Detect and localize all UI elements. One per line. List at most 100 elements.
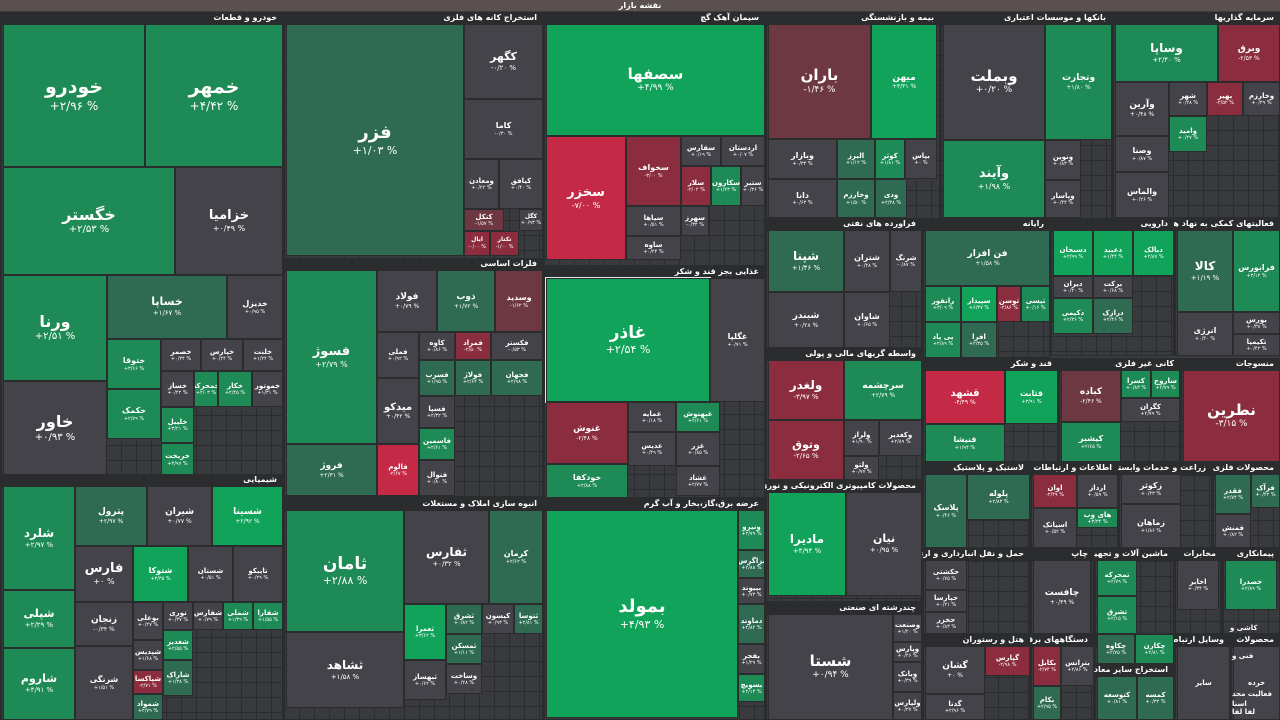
ticker-tile[interactable]: سپیدار +۶/۳۷ %: [961, 286, 997, 322]
ticker-tile[interactable]: دعبید +۱/۴۴ %: [1093, 230, 1133, 276]
ticker-tile[interactable]: شفارس +۰/۷۹ %: [193, 602, 223, 630]
ticker-tile[interactable]: شپلی +۲/۲۹ %: [3, 590, 75, 648]
ticker-tile[interactable]: شپاکسا -۲/۷۱ %: [133, 670, 163, 694]
ticker-tile[interactable]: وخارزم +۰/۲۹ %: [1243, 82, 1280, 116]
ticker-tile[interactable]: تمحرکه +۲/۷۹ %: [1097, 560, 1137, 596]
ticker-tile[interactable]: ساروج +۲/۷۹ %: [1151, 370, 1180, 398]
ticker-tile[interactable]: قنیشا +۱/۹۴ %: [925, 424, 1005, 462]
ticker-tile[interactable]: خگستر +۲/۵۳ %: [3, 167, 175, 275]
ticker-tile[interactable]: غشاد +۲/۷۷ %: [676, 466, 720, 496]
ticker-tile[interactable]: انرژی +۰/۴۰ %: [1177, 312, 1233, 356]
ticker-tile[interactable]: وبملت +۰/۲۰ %: [943, 24, 1045, 140]
ticker-tile[interactable]: غدیس +۰/۴۹ %: [628, 432, 676, 466]
ticker-tile[interactable]: ثشاهد +۱/۵۸ %: [286, 632, 404, 708]
ticker-tile[interactable]: حکشتی +۰/۷۵ %: [925, 560, 967, 590]
ticker-tile[interactable]: چافست +۰/۴۹ %: [1033, 560, 1091, 634]
ticker-tile[interactable]: فرآک +۰/۴۲ %: [1251, 474, 1280, 508]
ticker-tile[interactable]: وکغدیر +۲/۸۹ %: [879, 420, 922, 456]
ticker-tile[interactable]: خدیزل +۰/۹۵ %: [227, 275, 283, 339]
ticker-tile[interactable]: ودی +۲/۳۸ %: [875, 179, 907, 218]
ticker-tile[interactable]: خموتور +۱/۳۱ %: [252, 371, 283, 407]
ticker-tile[interactable]: شتران +۰/۴۸ %: [844, 230, 890, 292]
ticker-tile[interactable]: شفارا +۱/۵۵ %: [253, 602, 283, 630]
ticker-tile[interactable]: خساپا +۱/۶۷ %: [107, 275, 227, 339]
ticker-tile[interactable]: ولتو +۰/۷۷ %: [844, 456, 879, 480]
ticker-tile[interactable]: تکتار -۱/۰۰ %: [490, 231, 519, 256]
ticker-tile[interactable]: وپارس +۰/۲۶ %: [893, 642, 922, 662]
ticker-tile[interactable]: فمراد -۲/۵۰ %: [455, 332, 491, 360]
ticker-tile[interactable]: شملی +۱/۳۹ %: [223, 602, 253, 630]
ticker-tile[interactable]: باران -۱/۴۶ %: [768, 24, 871, 139]
ticker-tile[interactable]: والماس +۰/۲۶ %: [1115, 172, 1169, 218]
ticker-tile[interactable]: پلوله +۲/۸۳ %: [967, 474, 1030, 520]
ticker-tile[interactable]: فسرب +۱/۹۵ %: [419, 360, 455, 396]
ticker-tile[interactable]: خکمک +۲/۷۹ %: [107, 389, 161, 439]
ticker-tile[interactable]: ثبهساز +۰/۶۲ %: [404, 660, 446, 700]
ticker-tile[interactable]: خساز +۰/۴۲ %: [161, 371, 194, 407]
ticker-tile[interactable]: زماهان +۱/۸۶ %: [1121, 504, 1181, 548]
ticker-tile[interactable]: اخابر +۰/۳۴ %: [1177, 560, 1219, 610]
ticker-tile[interactable]: سخواف -۳/۰۰ %: [626, 136, 681, 206]
ticker-tile[interactable]: بکام +۲/۹۵ %: [1033, 686, 1061, 720]
ticker-tile[interactable]: ثعمرا +۳/۶۲ %: [404, 604, 446, 660]
ticker-tile[interactable]: دیران +۰/۴۰ %: [1053, 276, 1093, 298]
ticker-tile[interactable]: تشرق +۲/۱۵ %: [1097, 596, 1137, 634]
ticker-tile[interactable]: وپاسار +۰/۴۴ %: [1045, 180, 1081, 218]
ticker-tile[interactable]: اسیاتک +۰/۵۲ %: [1033, 508, 1077, 548]
ticker-tile[interactable]: بورس +۰/۳۸ %: [1233, 312, 1280, 334]
ticker-tile[interactable]: کسرا +۰/۸۳ %: [1121, 370, 1151, 398]
ticker-tile[interactable]: ونوین +۰/۸۳ %: [1045, 140, 1081, 180]
ticker-tile[interactable]: دانا +۰/۶۳ %: [768, 179, 837, 218]
ticker-tile[interactable]: درازک +۲/۴۶ %: [1093, 298, 1133, 334]
ticker-tile[interactable]: پی پاد +۲/۸۹ %: [925, 322, 961, 358]
ticker-tile[interactable]: اوان -۲/۴۹ %: [1033, 474, 1077, 508]
ticker-tile[interactable]: قثابت +۳/۹۱ %: [1005, 370, 1058, 424]
ticker-tile[interactable]: ثتوسا +۲/۸۱ %: [514, 604, 543, 634]
ticker-tile[interactable]: شتوکا +۳/۳۵ %: [133, 546, 188, 602]
ticker-tile[interactable]: ساوه +۰/۲۴ %: [626, 236, 681, 260]
ticker-tile[interactable]: کیسون +۰/۹۳ %: [482, 604, 514, 634]
ticker-tile[interactable]: غزر +۰/۸۵ %: [676, 432, 720, 466]
ticker-tile[interactable]: شاروم +۴/۹۱ %: [3, 648, 75, 720]
ticker-tile[interactable]: فن افزار +۱/۵۸ %: [925, 230, 1050, 286]
ticker-tile[interactable]: وامید +۰/۲۷ %: [1169, 116, 1207, 152]
ticker-tile[interactable]: زکوثر +۰/۴۳ %: [1121, 474, 1181, 504]
ticker-tile[interactable]: ثفارس +۰/۳۲ %: [404, 510, 489, 604]
ticker-tile[interactable]: خاور +۰/۹۳ %: [3, 381, 107, 476]
ticker-tile[interactable]: شبندر +۰/۲۸ %: [768, 292, 844, 348]
ticker-tile[interactable]: های وب +۳/۳۴ %: [1077, 508, 1118, 528]
ticker-tile[interactable]: کرمان +۲/۶۲ %: [489, 510, 543, 604]
ticker-tile[interactable]: کاما -۰/۳۰ %: [464, 99, 543, 159]
ticker-tile[interactable]: ولپارس +۰/۳۷ %: [893, 692, 922, 720]
ticker-tile[interactable]: گدنا +۲/۹۶ %: [925, 694, 985, 720]
ticker-tile[interactable]: تپسی +۰/۱۶ %: [1021, 286, 1050, 322]
ticker-tile[interactable]: افرا +۲/۳۵ %: [961, 322, 997, 358]
ticker-tile[interactable]: سصفها +۴/۹۹ %: [546, 24, 765, 136]
ticker-tile[interactable]: ارداز +۰/۵۹ %: [1077, 474, 1118, 508]
ticker-tile[interactable]: غنوش -۲/۴۸ %: [546, 402, 628, 464]
ticker-tile[interactable]: فروژ +۲/۳۱ %: [286, 444, 377, 496]
ticker-tile[interactable]: بمولد +۴/۹۳ %: [546, 510, 738, 718]
ticker-tile[interactable]: دکیمی +۲/۳۶ %: [1053, 298, 1093, 334]
ticker-tile[interactable]: وصنا +۰/۸۷ %: [1115, 136, 1169, 172]
ticker-tile[interactable]: وساخت +۰/۲۸ %: [446, 664, 482, 694]
ticker-tile[interactable]: وساپا +۲/۴۰ %: [1115, 24, 1218, 82]
ticker-tile[interactable]: زنجان -۰/۳۴ %: [75, 602, 133, 646]
ticker-tile[interactable]: وخارزم +۱/۵۰ %: [837, 179, 875, 218]
ticker-tile[interactable]: کباده -۲/۴۶ %: [1061, 370, 1121, 422]
ticker-tile[interactable]: اردستان +۰/۰۷ %: [721, 136, 765, 166]
ticker-tile[interactable]: سایر: [1177, 646, 1230, 720]
ticker-tile[interactable]: دماوند +۲/۸۲ %: [738, 604, 765, 644]
ticker-tile[interactable]: خصمر +۰/۳۴ %: [161, 339, 201, 371]
ticker-tile[interactable]: فالوم -۲/۶۷ %: [377, 444, 419, 496]
ticker-tile[interactable]: نطرین -۳/۱۵ %: [1183, 370, 1280, 462]
ticker-tile[interactable]: خزامیا +۰/۴۹ %: [175, 167, 283, 275]
ticker-tile[interactable]: بزاگرس +۲/۸۸ %: [738, 550, 765, 578]
ticker-tile[interactable]: بهیر -۲/۵۲ %: [1207, 82, 1243, 116]
ticker-tile[interactable]: سفارس +۰/۱۹ %: [681, 136, 721, 166]
ticker-tile[interactable]: تاپیکو +۰/۲۹ %: [233, 546, 283, 602]
ticker-tile[interactable]: تکیمیا +۰/۴۲ %: [1233, 334, 1280, 356]
ticker-tile[interactable]: فولاد +۰/۷۹ %: [377, 270, 437, 332]
ticker-tile[interactable]: ورنا +۲/۵۱ %: [3, 275, 107, 381]
ticker-tile[interactable]: شرنگی +۱/۵۱ %: [75, 646, 133, 720]
